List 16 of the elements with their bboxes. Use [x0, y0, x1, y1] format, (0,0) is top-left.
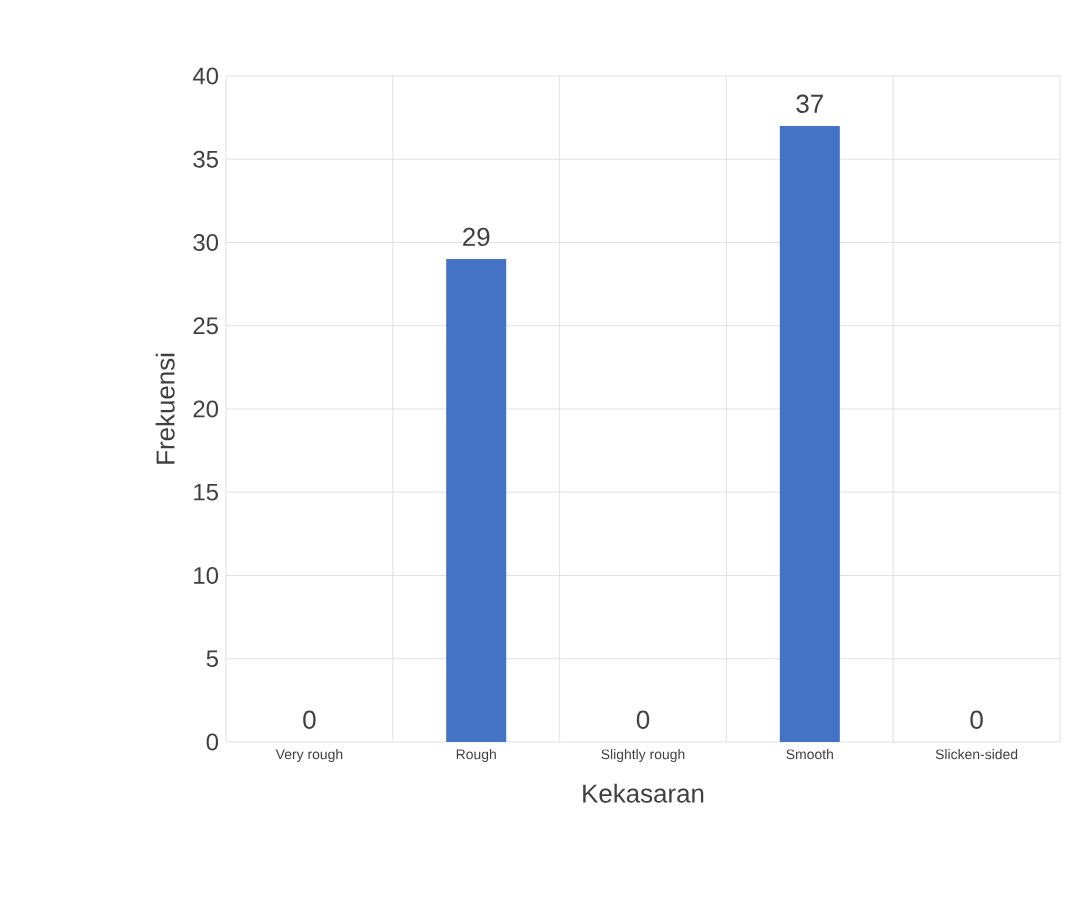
y-tick-label: 40	[192, 67, 219, 85]
y-tick-label: 10	[194, 567, 219, 584]
y-tick-label: 5	[206, 650, 218, 668]
y-tick-label: 25	[193, 317, 218, 335]
y-tick-label: 15	[194, 483, 218, 501]
data-label: 37	[796, 94, 823, 113]
y-tick-label: 30	[193, 234, 219, 251]
data-label: 29	[463, 227, 490, 247]
y-tick-label: 0	[206, 733, 219, 751]
data-label: 0	[970, 710, 983, 729]
data-label: 0	[636, 710, 650, 729]
y-axis-title: Frekuensi	[155, 353, 175, 464]
x-axis-title: Kekasaran	[583, 783, 704, 803]
data-label: 0	[303, 710, 316, 729]
y-tick-label: 20	[193, 400, 219, 418]
y-tick-label: 35	[193, 150, 218, 168]
